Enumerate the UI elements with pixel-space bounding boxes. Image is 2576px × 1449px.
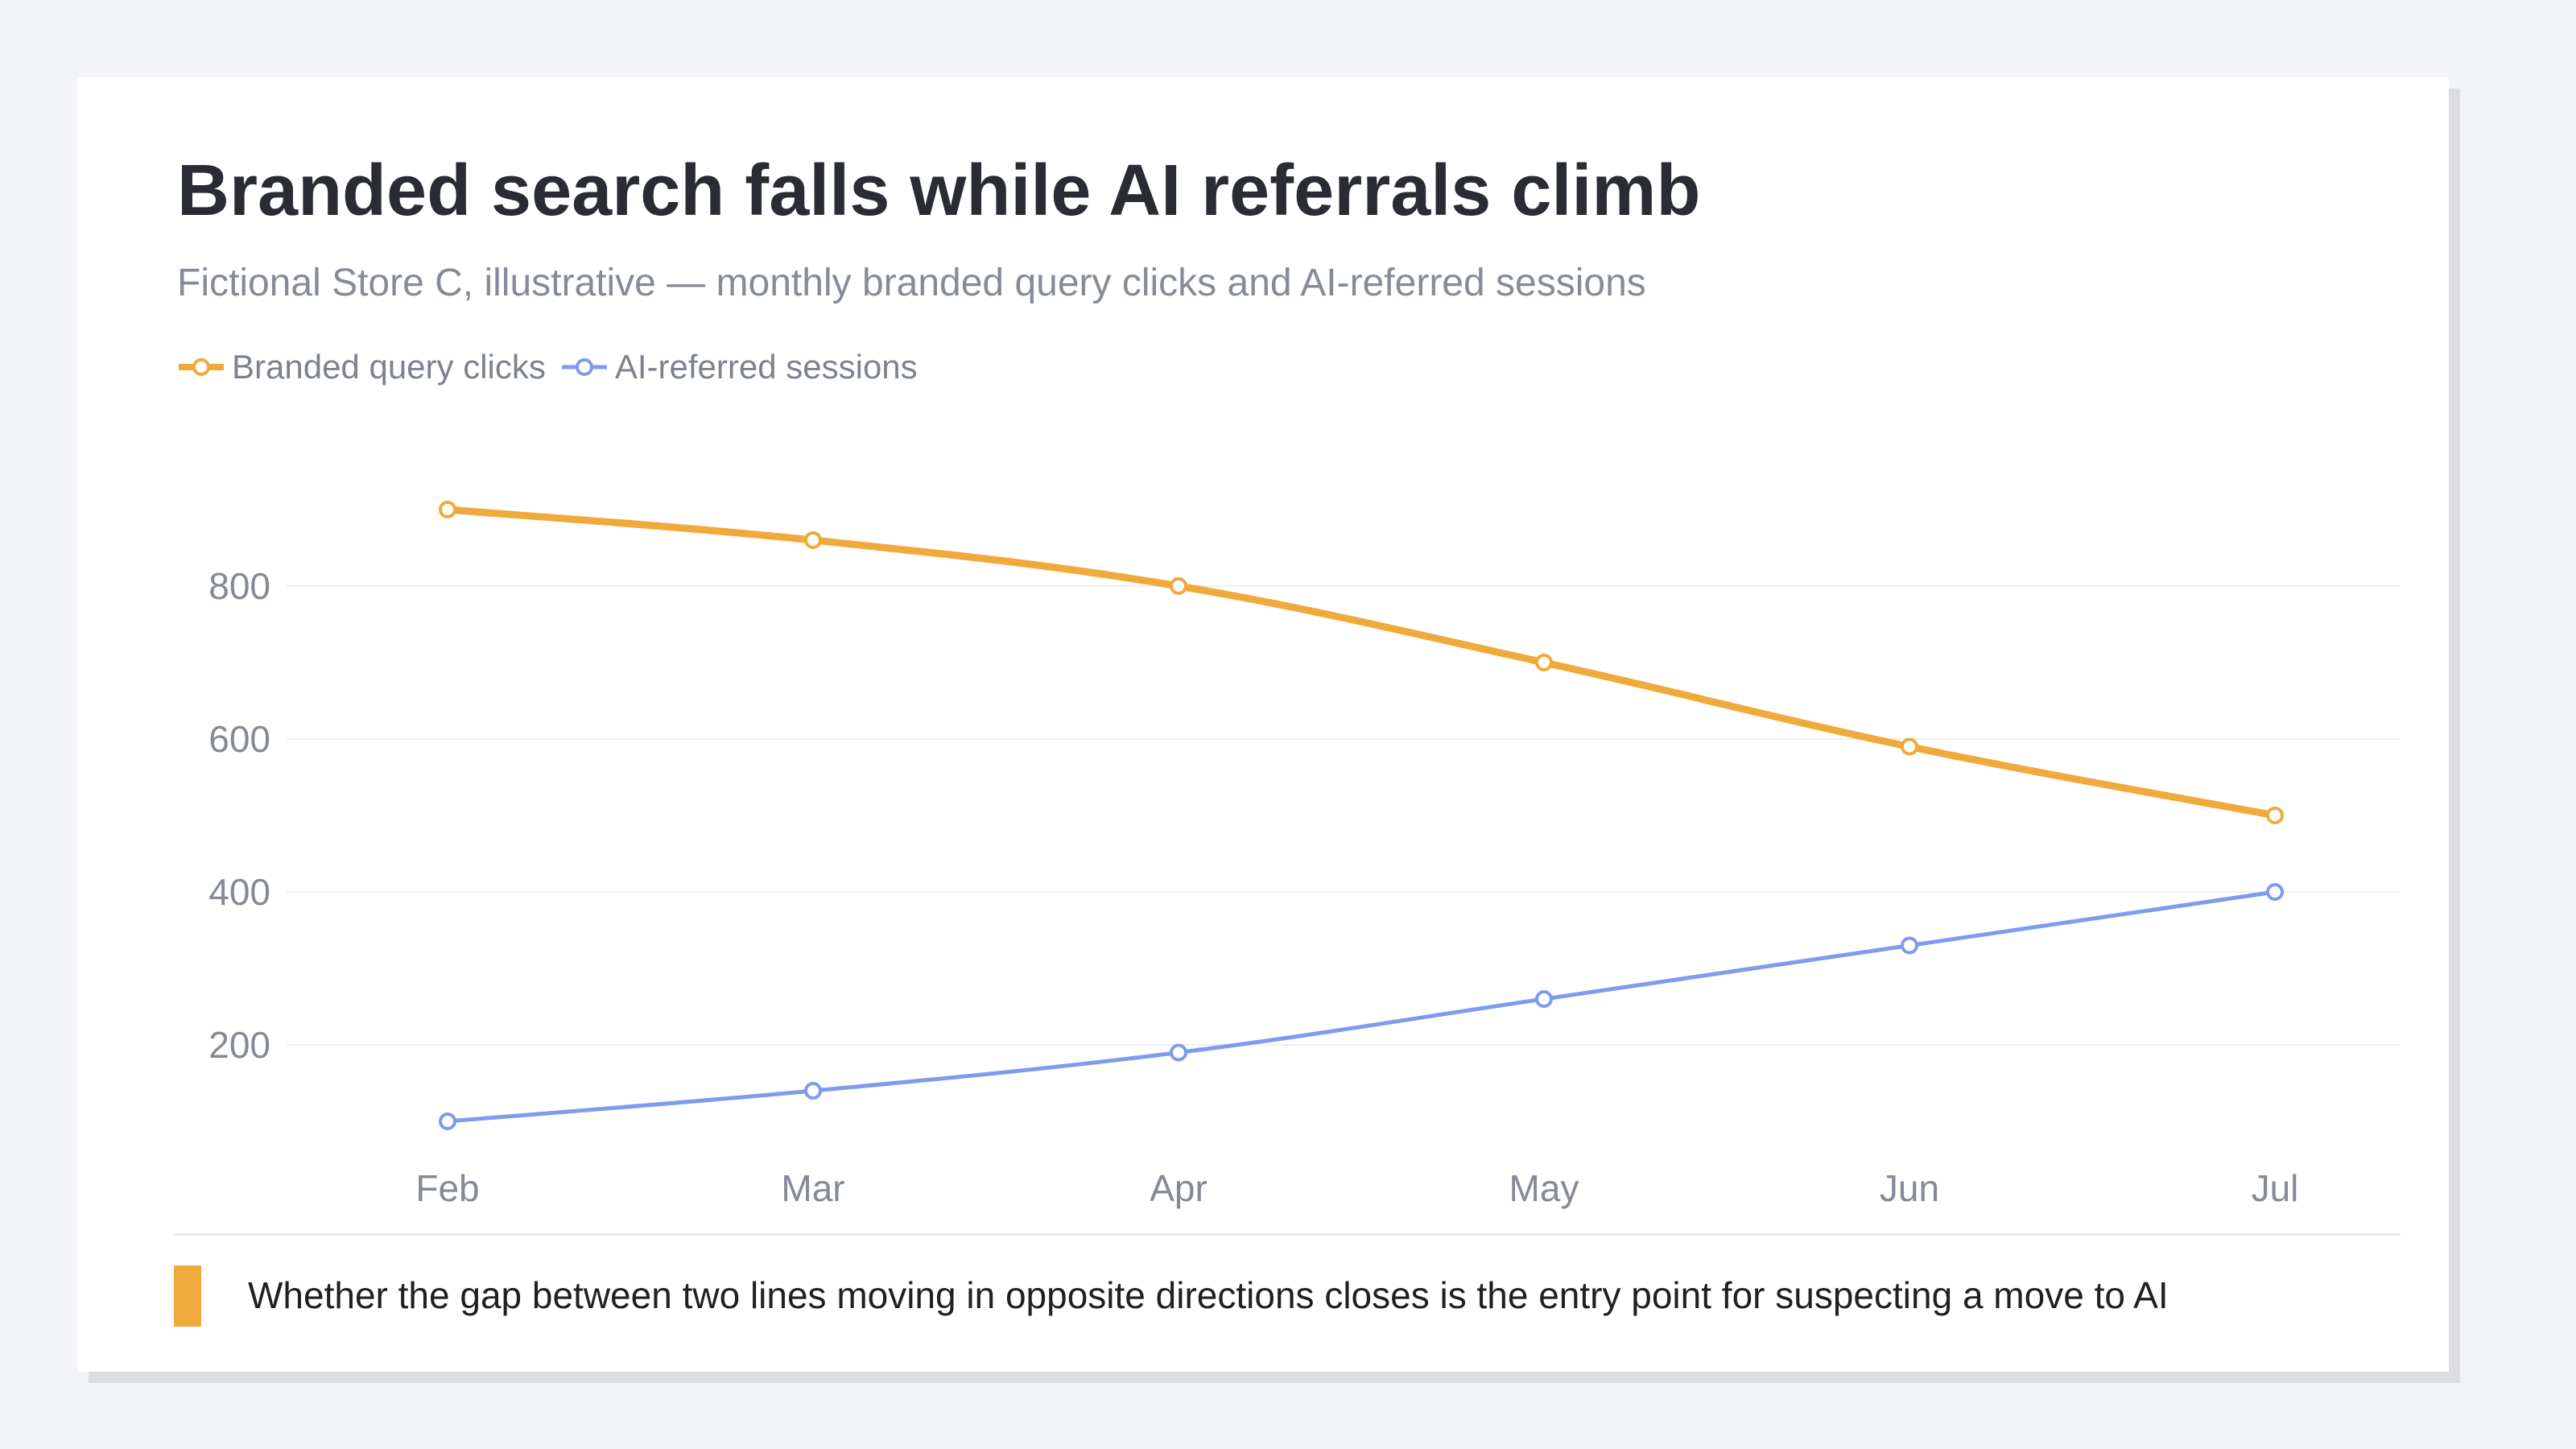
- gridlines: [287, 585, 2401, 1046]
- y-tick-label-200: 200: [208, 1024, 270, 1066]
- legend-label-branded-query-clicks: Branded query clicks: [232, 348, 546, 386]
- point-ai-referred-sessions-mar: [804, 1082, 822, 1100]
- x-tick-label-jun: Jun: [1880, 1167, 1939, 1209]
- legend-label-ai-referred-sessions: AI-referred sessions: [614, 348, 918, 386]
- x-tick-label-jul: Jul: [2252, 1167, 2299, 1209]
- point-ai-referred-sessions-may: [1535, 990, 1553, 1008]
- point-ai-referred-sessions-jul: [2266, 883, 2284, 901]
- chart-card: Branded search falls while AI referrals …: [77, 77, 2449, 1372]
- x-tick-label-may: May: [1509, 1167, 1579, 1209]
- legend-swatch-branded-query-clicks: [179, 358, 224, 376]
- series-lines: [439, 501, 2284, 1130]
- y-tick-label-800: 800: [208, 565, 270, 607]
- point-branded-query-clicks-apr: [1170, 577, 1187, 595]
- footer-divider: [174, 1233, 2401, 1236]
- y-tick-label-400: 400: [208, 871, 270, 913]
- point-branded-query-clicks-jul: [2266, 807, 2284, 824]
- legend: Branded query clicks AI-referred session…: [177, 343, 932, 391]
- annotation-note: Whether the gap between two lines moving…: [248, 1274, 2169, 1316]
- point-ai-referred-sessions-apr: [1170, 1043, 1187, 1062]
- legend-swatch-ai-referred-sessions: [561, 358, 607, 376]
- point-ai-referred-sessions-feb: [439, 1113, 456, 1130]
- x-tick-label-feb: Feb: [415, 1167, 479, 1209]
- series-line-branded-query-clicks: [444, 506, 2279, 819]
- point-branded-query-clicks-mar: [804, 531, 822, 549]
- x-tick-label-mar: Mar: [781, 1167, 844, 1209]
- point-branded-query-clicks-may: [1535, 654, 1553, 671]
- legend-item-ai-referred-sessions[interactable]: AI-referred sessions: [560, 348, 918, 386]
- point-ai-referred-sessions-jun: [1901, 936, 1918, 955]
- x-tick-label-apr: Apr: [1150, 1167, 1208, 1209]
- y-tick-label-600: 600: [208, 718, 270, 760]
- point-branded-query-clicks-feb: [439, 501, 456, 518]
- chart-subtitle: Fictional Store C, illustrative — monthl…: [177, 262, 1646, 304]
- point-branded-query-clicks-jun: [1901, 737, 1918, 756]
- line-chart: 200 400 600 800 Feb Mar Apr May Jun Jul: [208, 501, 2401, 1209]
- y-axis-ticks: 200 400 600 800: [208, 565, 270, 1066]
- series-line-ai-referred-sessions: [445, 890, 2277, 1124]
- x-axis-ticks: Feb Mar Apr May Jun Jul: [415, 1167, 2298, 1209]
- chart-title: Branded search falls while AI referrals …: [177, 151, 1701, 231]
- legend-item-branded-query-clicks[interactable]: Branded query clicks: [177, 348, 546, 386]
- annotation-accent-bar: [174, 1265, 201, 1327]
